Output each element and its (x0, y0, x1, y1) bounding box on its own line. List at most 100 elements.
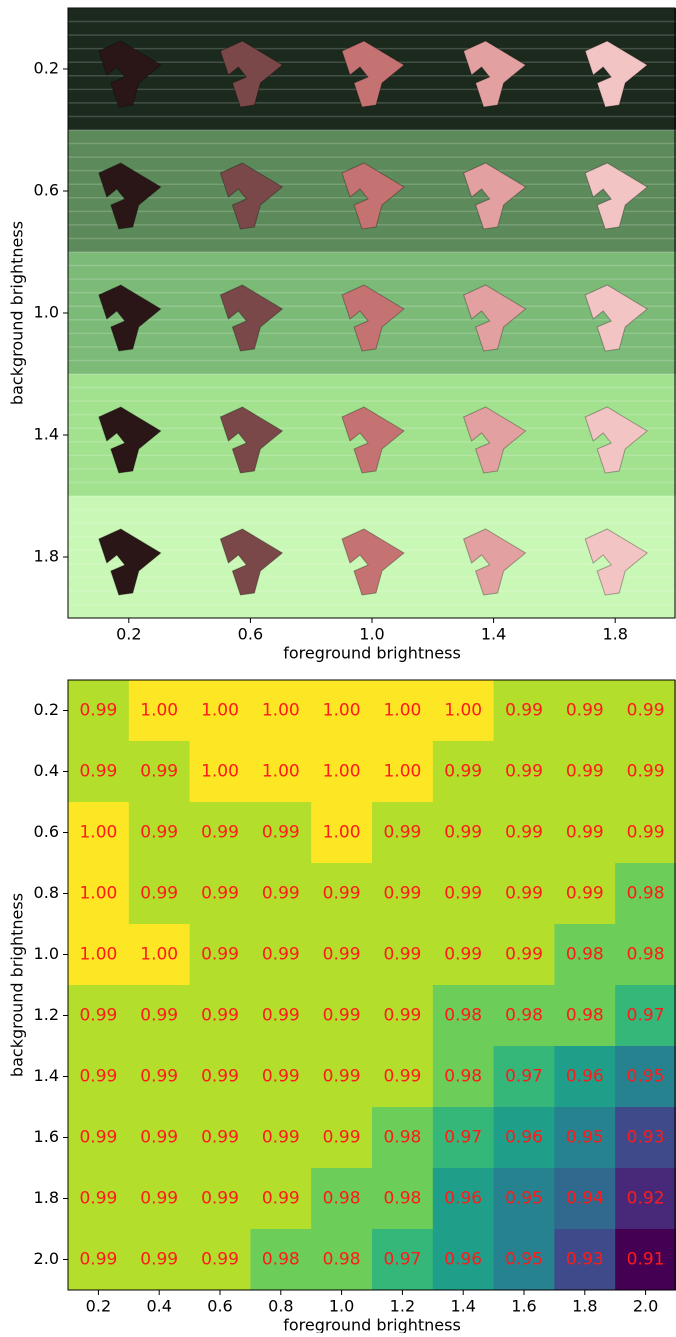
cell-label: 0.99 (201, 823, 239, 843)
cell-label: 1.00 (383, 762, 421, 782)
cell-label: 0.99 (505, 823, 543, 843)
cell-label: 0.99 (444, 945, 482, 965)
cell-label: 0.99 (201, 945, 239, 965)
cell-label: 1.00 (262, 762, 300, 782)
cell-label: 1.00 (79, 945, 117, 965)
cell-label: 0.95 (505, 1250, 543, 1270)
cell-label: 0.94 (566, 1189, 604, 1209)
cell-label: 0.97 (627, 1006, 665, 1026)
x-tick-label: 0.6 (238, 625, 263, 644)
y-tick-label: 0.6 (34, 822, 59, 841)
cell-label: 0.99 (383, 823, 421, 843)
cell-label: 1.00 (323, 762, 361, 782)
cell-label: 1.00 (383, 701, 421, 721)
cell-label: 0.99 (262, 1189, 300, 1209)
cell-label: 0.98 (627, 884, 665, 904)
cell-label: 0.99 (505, 762, 543, 782)
cell-label: 0.96 (505, 1128, 543, 1148)
cell-label: 0.99 (323, 1067, 361, 1087)
cell-label: 0.96 (566, 1067, 604, 1087)
cell-label: 0.99 (566, 762, 604, 782)
x-tick-label: 1.8 (572, 1297, 597, 1316)
cell-label: 0.98 (444, 1067, 482, 1087)
cell-label: 0.99 (79, 1128, 117, 1148)
y-axis-label: background brightness (8, 221, 27, 405)
x-axis-label: foreground brightness (283, 1316, 461, 1334)
cell-label: 0.99 (627, 701, 665, 721)
x-tick-label: 0.2 (86, 1297, 111, 1316)
cell-label: 0.96 (444, 1189, 482, 1209)
x-tick-label: 2.0 (633, 1297, 658, 1316)
cell-label: 0.99 (201, 1250, 239, 1270)
cell-label: 0.97 (505, 1067, 543, 1087)
cell-label: 0.95 (627, 1067, 665, 1087)
cell-label: 0.98 (566, 945, 604, 965)
cell-label: 0.91 (627, 1250, 665, 1270)
cell-label: 0.99 (140, 1250, 178, 1270)
figure: 0.20.61.01.41.80.20.61.01.41.8foreground… (0, 0, 676, 1333)
y-tick-label: 0.8 (34, 883, 59, 902)
x-tick-label: 0.8 (268, 1297, 293, 1316)
y-tick-label: 1.6 (34, 1127, 59, 1146)
cell-label: 0.99 (140, 1128, 178, 1148)
cell-label: 0.98 (323, 1250, 361, 1270)
cell-label: 0.99 (79, 1067, 117, 1087)
cell-label: 0.99 (323, 1006, 361, 1026)
y-tick-label: 0.6 (34, 181, 59, 200)
cell-label: 0.99 (383, 1006, 421, 1026)
cell-label: 0.99 (262, 945, 300, 965)
cell-label: 1.00 (201, 701, 239, 721)
cell-label: 0.99 (140, 884, 178, 904)
cell-label: 0.99 (201, 1128, 239, 1148)
cell-label: 0.99 (201, 1067, 239, 1087)
cell-label: 0.99 (444, 762, 482, 782)
y-tick-label: 1.8 (34, 1188, 59, 1207)
cell-label: 1.00 (323, 701, 361, 721)
cell-label: 0.98 (444, 1006, 482, 1026)
x-tick-label: 0.2 (116, 625, 141, 644)
cell-label: 0.99 (140, 762, 178, 782)
cell-label: 0.99 (79, 701, 117, 721)
x-tick-label: 1.4 (481, 625, 506, 644)
x-tick-label: 1.8 (602, 625, 627, 644)
cell-label: 0.98 (505, 1006, 543, 1026)
y-tick-label: 1.4 (34, 1066, 59, 1085)
cell-label: 0.99 (79, 762, 117, 782)
cell-label: 1.00 (323, 823, 361, 843)
x-tick-label: 0.6 (207, 1297, 232, 1316)
cell-label: 0.99 (140, 1189, 178, 1209)
x-tick-label: 1.0 (359, 625, 384, 644)
cell-label: 1.00 (140, 701, 178, 721)
cell-label: 0.99 (566, 884, 604, 904)
y-tick-label: 1.8 (34, 547, 59, 566)
cell-label: 0.98 (383, 1189, 421, 1209)
cell-label: 0.99 (627, 762, 665, 782)
cell-label: 1.00 (79, 823, 117, 843)
cell-label: 1.00 (201, 762, 239, 782)
cell-label: 0.99 (505, 945, 543, 965)
cell-label: 0.99 (323, 945, 361, 965)
cell-label: 0.99 (201, 1189, 239, 1209)
cell-label: 0.97 (444, 1128, 482, 1148)
x-tick-label: 1.2 (390, 1297, 415, 1316)
cell-label: 0.93 (566, 1250, 604, 1270)
x-tick-label: 1.6 (511, 1297, 536, 1316)
cell-label: 0.99 (79, 1006, 117, 1026)
cell-label: 1.00 (262, 701, 300, 721)
cell-label: 0.99 (79, 1250, 117, 1270)
x-tick-label: 0.4 (146, 1297, 171, 1316)
cell-label: 0.98 (566, 1006, 604, 1026)
cell-label: 0.99 (79, 1189, 117, 1209)
y-tick-label: 1.2 (34, 1005, 59, 1024)
cell-label: 0.99 (444, 823, 482, 843)
cell-label: 0.99 (383, 1067, 421, 1087)
y-tick-label: 2.0 (34, 1249, 59, 1268)
y-tick-label: 1.4 (34, 425, 59, 444)
cell-label: 0.93 (627, 1128, 665, 1148)
cell-label: 0.99 (201, 1006, 239, 1026)
cell-label: 0.99 (262, 1128, 300, 1148)
cell-label: 1.00 (79, 884, 117, 904)
cell-label: 0.99 (262, 1006, 300, 1026)
cell-label: 0.95 (505, 1189, 543, 1209)
cell-label: 0.99 (201, 884, 239, 904)
